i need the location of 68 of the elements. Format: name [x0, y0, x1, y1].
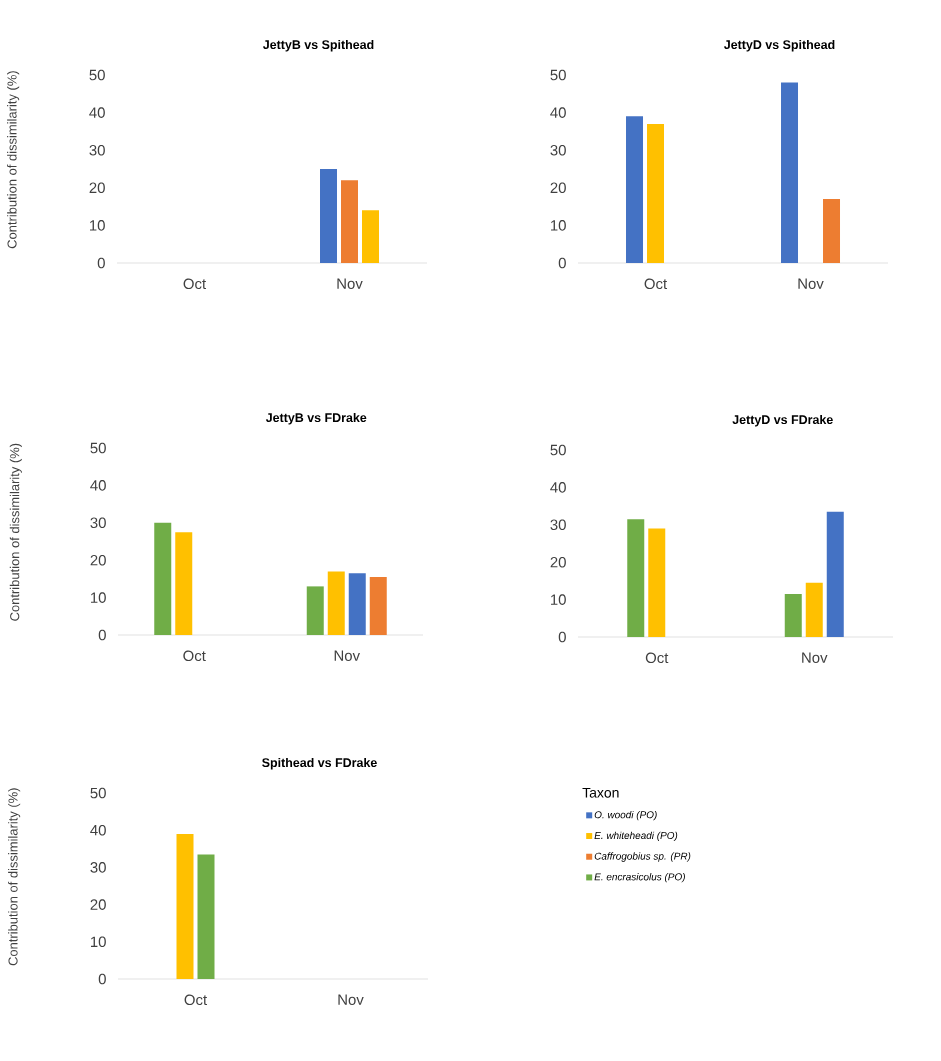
bar [327, 571, 345, 636]
y-tick-label: 50 [89, 69, 105, 81]
y-axis-title: Contribution of dissimilarity (%) [7, 71, 20, 249]
y-tick-label: 0 [98, 629, 106, 641]
y-tick-label: 50 [90, 787, 106, 799]
legend-label: O. woodi (PO) [594, 810, 657, 821]
y-tick-label: 20 [89, 182, 105, 194]
y-tick-label: 30 [90, 862, 106, 873]
y-tick-label: 20 [90, 554, 106, 566]
x-tick-label: Oct [644, 278, 668, 290]
y-tick-label: 40 [89, 107, 105, 118]
x-tick-label: Oct [184, 994, 208, 1006]
y-axis-title: Contribution of dissimilarity (%) [8, 788, 21, 966]
chart-title: JettyD vs FDrake [732, 414, 833, 427]
legend-label: Caffrogobius sp. (PR) [594, 852, 691, 862]
legend-title: Taxon [582, 787, 619, 798]
y-tick-label: 40 [550, 482, 566, 493]
bar [348, 573, 366, 636]
bar [154, 522, 172, 636]
bar [805, 582, 823, 638]
y-tick-label: 30 [89, 144, 105, 156]
bar [175, 532, 193, 636]
chart-title: JettyB vs FDrake [265, 412, 367, 425]
bar [648, 528, 666, 638]
bar [369, 577, 387, 636]
y-tick-label: 50 [90, 442, 106, 454]
y-tick-label: 30 [550, 519, 566, 531]
y-tick-label: 20 [550, 182, 566, 194]
y-tick-label: 10 [91, 936, 106, 948]
y-tick-label: 50 [550, 444, 566, 456]
bar [781, 82, 799, 263]
bar [306, 586, 324, 636]
bar [627, 519, 645, 638]
y-tick-label: 0 [98, 973, 106, 985]
y-tick-label: 0 [558, 257, 566, 269]
chart-title: Spithead vs FDrake [262, 757, 377, 770]
x-tick-label: Oct [183, 650, 206, 662]
y-tick-label: 0 [558, 631, 566, 643]
y-tick-label: 30 [550, 144, 566, 156]
bar [823, 199, 841, 263]
y-axis-title: Contribution of dissimilarity (%) [9, 443, 22, 621]
y-tick-label: 20 [90, 899, 106, 910]
chart-title: JettyD vs Spithead [723, 39, 835, 52]
legend-label: E. encrasicolus (PO) [594, 873, 685, 883]
bar [647, 123, 665, 263]
bar [826, 511, 844, 638]
x-tick-label: Nov [337, 278, 363, 289]
y-tick-label: 10 [90, 220, 105, 231]
y-tick-label: 30 [90, 517, 106, 529]
y-tick-label: 40 [90, 480, 106, 491]
y-tick-label: 10 [91, 592, 106, 603]
y-tick-label: 50 [550, 69, 566, 81]
y-tick-label: 40 [550, 107, 566, 118]
x-tick-label: Nov [338, 994, 364, 1005]
y-tick-label: 40 [90, 824, 106, 836]
y-tick-label: 0 [97, 257, 105, 269]
y-tick-label: 20 [550, 556, 566, 568]
legend-label: E. whiteheadi (PO) [594, 831, 678, 841]
x-tick-label: Nov [334, 650, 360, 661]
x-tick-label: Oct [645, 652, 669, 664]
x-tick-label: Nov [798, 278, 824, 289]
bar [784, 594, 802, 638]
y-tick-label: 10 [551, 220, 566, 231]
bar [626, 116, 644, 263]
x-tick-label: Oct [183, 278, 207, 290]
x-tick-label: Nov [802, 652, 828, 663]
chart-title: JettyB vs Spithead [262, 39, 374, 52]
y-tick-label: 10 [551, 594, 566, 605]
